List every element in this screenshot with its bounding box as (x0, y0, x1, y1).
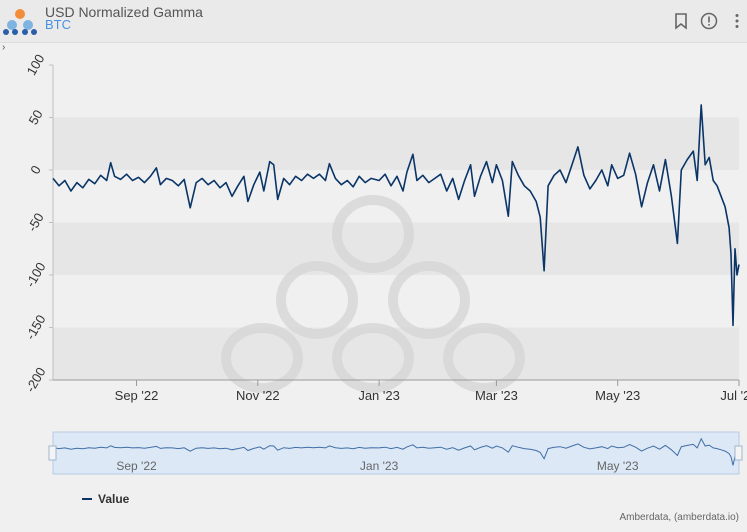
y-tick-label: 100 (24, 52, 48, 78)
chart-header: USD Normalized Gamma BTC (0, 0, 747, 43)
navigator-window[interactable] (52, 431, 740, 475)
chart-area: 100 50 0 -50 -100 -150 -200 Sep '22 Nov '22 Jan … (23, 52, 747, 475)
x-axis-labels: Sep '22 Nov '22 Jan '23 Mar '23 May '23 Jul '… (115, 380, 747, 403)
more-vertical-icon[interactable] (728, 12, 746, 30)
x-tick-label: Jan '23 (358, 388, 400, 403)
legend-swatch (82, 498, 92, 500)
y-axis-labels: 100 50 0 -50 -100 -150 -200 (23, 52, 53, 395)
x-tick-label: Sep '22 (115, 388, 159, 403)
y-tick-label: -50 (24, 210, 46, 234)
plot-band (53, 117, 739, 170)
x-tick-label: Nov '22 (236, 388, 280, 403)
navigator-axis-labels: Sep '22 Jan '23 May '23 (116, 459, 638, 473)
navigator-left-handle[interactable] (48, 445, 57, 461)
expand-chevron-icon[interactable]: › (2, 42, 6, 53)
y-tick-label: 0 (27, 163, 44, 177)
legend-item-value[interactable]: Value (82, 492, 129, 506)
y-tick-label: 50 (25, 107, 45, 127)
plot-band (53, 222, 739, 275)
chart-title: USD Normalized Gamma (45, 4, 203, 20)
y-tick-label: -150 (23, 312, 49, 342)
x-tick-label: May '23 (595, 388, 640, 403)
navigator-tick-label: May '23 (597, 459, 639, 473)
navigator-right-handle[interactable] (734, 445, 743, 461)
x-tick-label: Jul '23 (720, 388, 747, 403)
bookmark-icon[interactable] (672, 12, 690, 30)
plot-band (53, 65, 739, 118)
info-icon[interactable] (700, 12, 718, 30)
amberdata-logo-icon (3, 9, 37, 35)
watermark-icon (221, 195, 525, 393)
y-tick-label: -100 (23, 260, 49, 290)
credits[interactable]: Amberdata, (amberdata.io) (619, 512, 739, 523)
legend-label: Value (98, 492, 130, 506)
series-line-value[interactable] (52, 104, 740, 327)
chart-subtitle: BTC (45, 17, 71, 32)
navigator-series-line (52, 437, 740, 466)
y-tick-label: -200 (23, 365, 49, 395)
x-tick-label: Mar '23 (475, 388, 518, 403)
navigator[interactable]: Sep '22 Jan '23 May '23 (48, 431, 743, 475)
navigator-tick-label: Jan '23 (360, 459, 399, 473)
navigator-tick-label: Sep '22 (116, 459, 157, 473)
